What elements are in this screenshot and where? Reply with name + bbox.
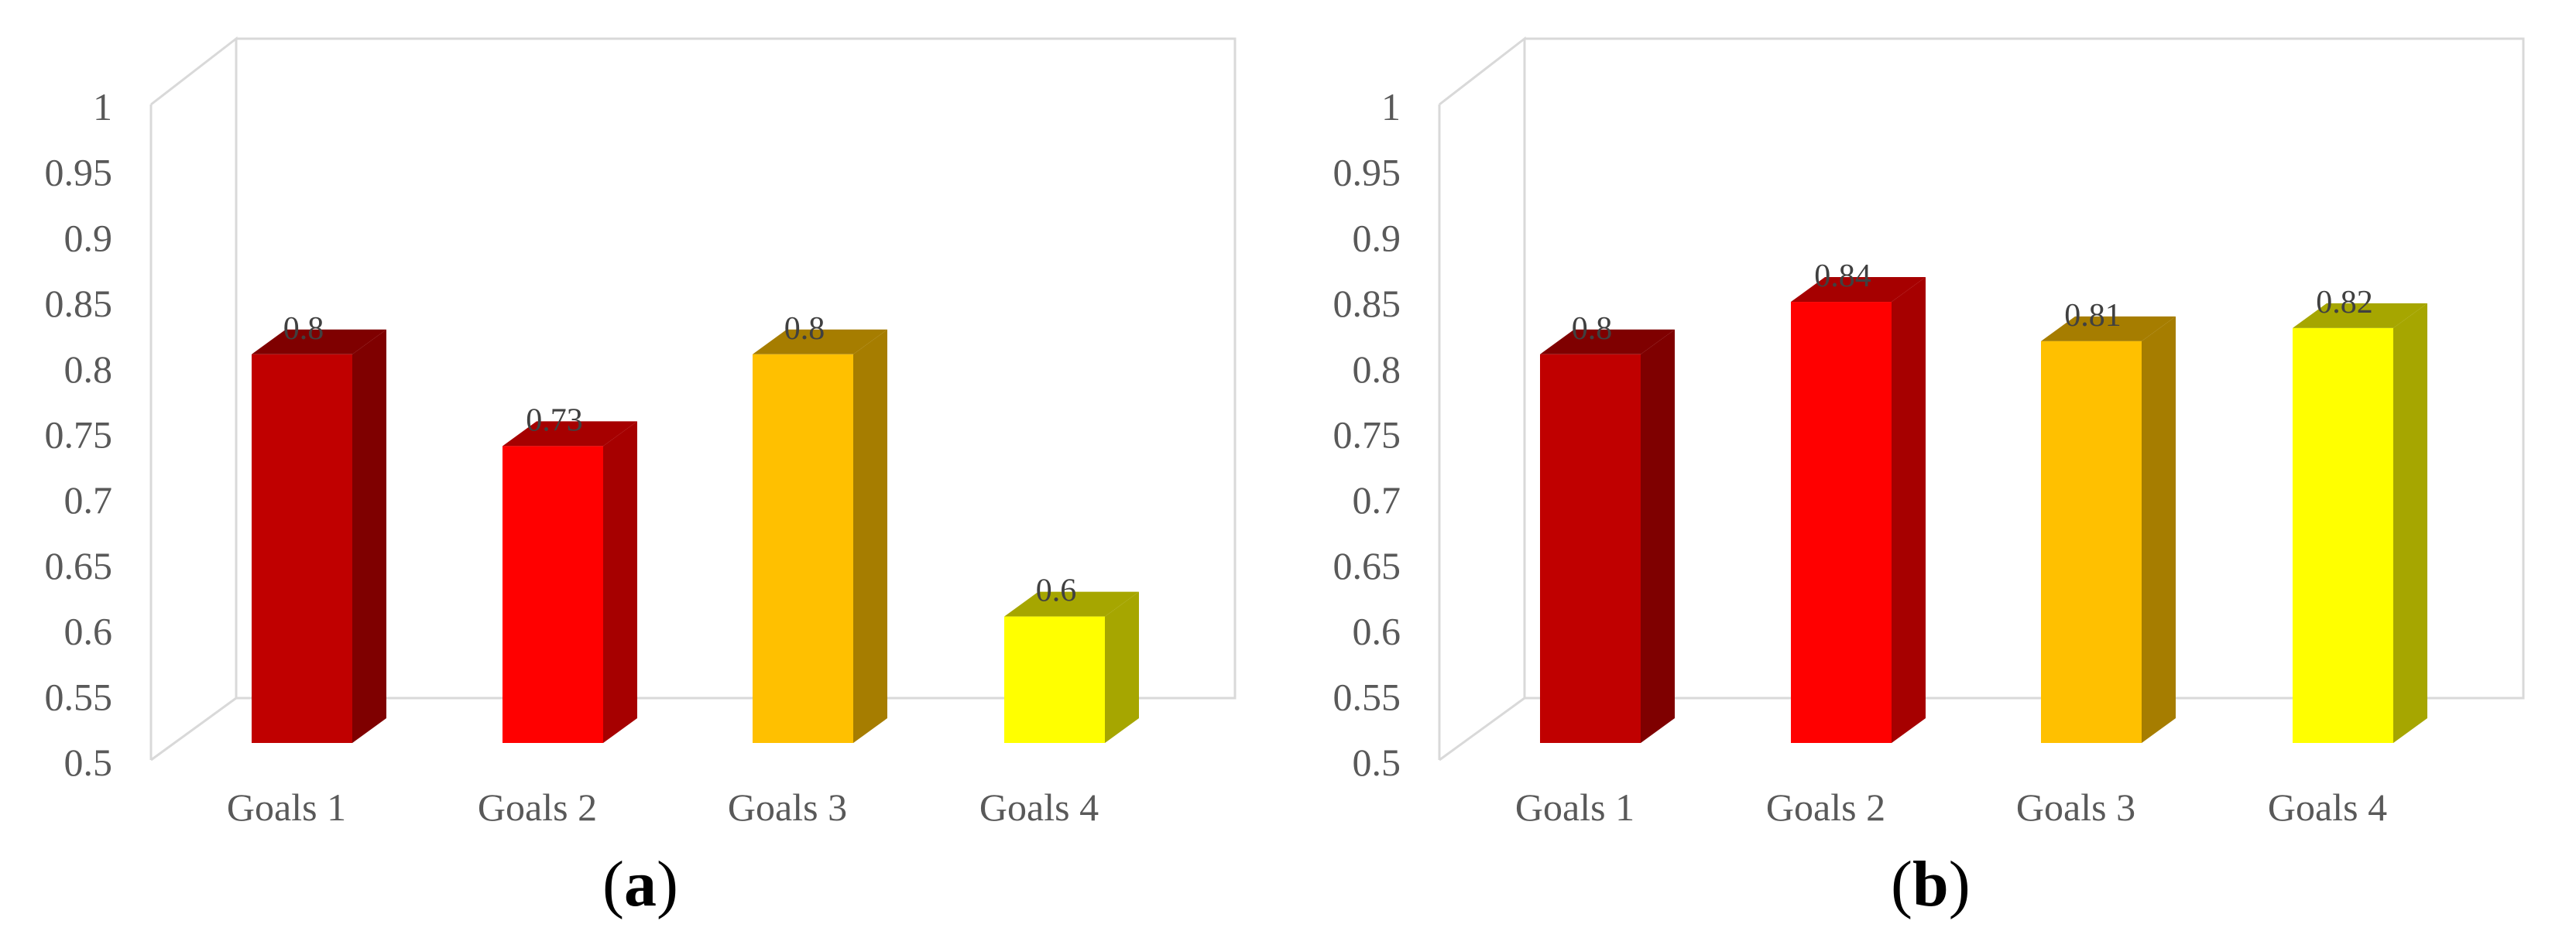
bar-top [1791, 277, 1926, 303]
bar-top [1540, 329, 1675, 354]
bar-3 [2041, 316, 2176, 743]
bar-top [503, 421, 637, 447]
y-tick-label: 0.65 [1333, 544, 1401, 587]
y-tick-label: 0.55 [1333, 675, 1401, 718]
bar-3 [753, 329, 887, 743]
y-tick-label: 0.9 [64, 216, 113, 259]
bar-side [1105, 591, 1139, 743]
y-tick-label: 0.85 [45, 282, 113, 325]
y-tick-label: 0.8 [64, 347, 113, 391]
bar-1 [1540, 329, 1675, 743]
data-label: 0.8 [784, 311, 825, 347]
chart-frame [149, 36, 1237, 762]
category-label: Goals 2 [478, 786, 597, 829]
bar-4 [1004, 591, 1139, 743]
bar-top [1004, 591, 1139, 617]
data-label: 0.82 [2316, 285, 2373, 320]
back-wall [150, 36, 1237, 700]
bar-2 [503, 421, 637, 743]
y-tick-label: 0.6 [1353, 610, 1401, 653]
bar-top [2293, 303, 2427, 328]
y-tick-label: 0.85 [1333, 282, 1401, 325]
back-wall [1439, 36, 2525, 700]
bar-front [1540, 354, 1641, 743]
y-tick-label: 1 [1381, 85, 1401, 128]
panel-label-a: (a) [602, 848, 678, 920]
y-tick-label: 0.5 [1353, 741, 1401, 784]
chart-frame [1438, 36, 2525, 762]
y-tick-label: 0.8 [1353, 347, 1401, 391]
bar-front [1004, 616, 1105, 743]
bar-top [753, 329, 887, 354]
bar-side [352, 329, 386, 743]
y-tick-label: 0.7 [64, 478, 113, 522]
bar-front [753, 354, 853, 743]
y-tick-label: 0.95 [1333, 151, 1401, 194]
category-label: Goals 4 [2268, 786, 2387, 829]
y-tick-label: 0.5 [64, 741, 113, 784]
y-tick-label: 0.6 [64, 610, 113, 653]
bar-side [603, 421, 637, 743]
panel-label-b: (b) [1891, 848, 1971, 920]
y-tick-label: 0.75 [45, 413, 113, 457]
data-label: 0.73 [526, 402, 583, 438]
y-tick-label: 0.7 [1353, 478, 1401, 522]
y-tick-label: 0.75 [1333, 413, 1401, 457]
chart-a: 0.5 0.55 0.6 0.65 0.7 0.75 0.8 0.85 0.9 0.95 1 0.8 G… [45, 36, 1237, 829]
category-label: Goals 1 [227, 786, 346, 829]
bar-front [2293, 327, 2393, 743]
category-label: Goals 3 [2016, 786, 2135, 829]
bar-side [853, 329, 887, 743]
data-label: 0.81 [2064, 298, 2122, 334]
bar-1 [252, 329, 386, 743]
y-tick-label: 1 [93, 85, 112, 128]
bar-side [2393, 303, 2427, 743]
bar-top [252, 329, 386, 354]
category-label: Goals 3 [728, 786, 847, 829]
bar-front [252, 354, 352, 743]
y-tick-label: 0.9 [1353, 216, 1401, 259]
bar-side [1892, 277, 1926, 743]
bar-2 [1791, 277, 1926, 743]
bar-side [1641, 329, 1675, 743]
category-label: Goals 1 [1515, 786, 1634, 829]
category-label: Goals 2 [1766, 786, 1885, 829]
y-tick-label: 0.95 [45, 151, 113, 194]
data-label: 0.8 [1572, 311, 1613, 347]
bar-front [1791, 302, 1892, 743]
bar-4 [2293, 303, 2427, 743]
floor-edge [1439, 697, 1525, 762]
y-tick-label: 0.65 [45, 544, 113, 587]
bar-side [2142, 316, 2176, 743]
data-label: 0.6 [1036, 573, 1077, 609]
chart-b: 0.5 0.55 0.6 0.65 0.7 0.75 0.8 0.85 0.9 0.95 1 0.8 G… [1333, 36, 2525, 829]
data-label: 0.84 [1814, 258, 1871, 294]
data-label: 0.8 [283, 311, 324, 347]
bar-top [2041, 316, 2176, 341]
floor-edge [150, 697, 237, 762]
bar-front [503, 446, 603, 743]
category-label: Goals 4 [979, 786, 1099, 829]
y-tick-label: 0.55 [45, 675, 113, 718]
bar-front [2041, 341, 2142, 743]
